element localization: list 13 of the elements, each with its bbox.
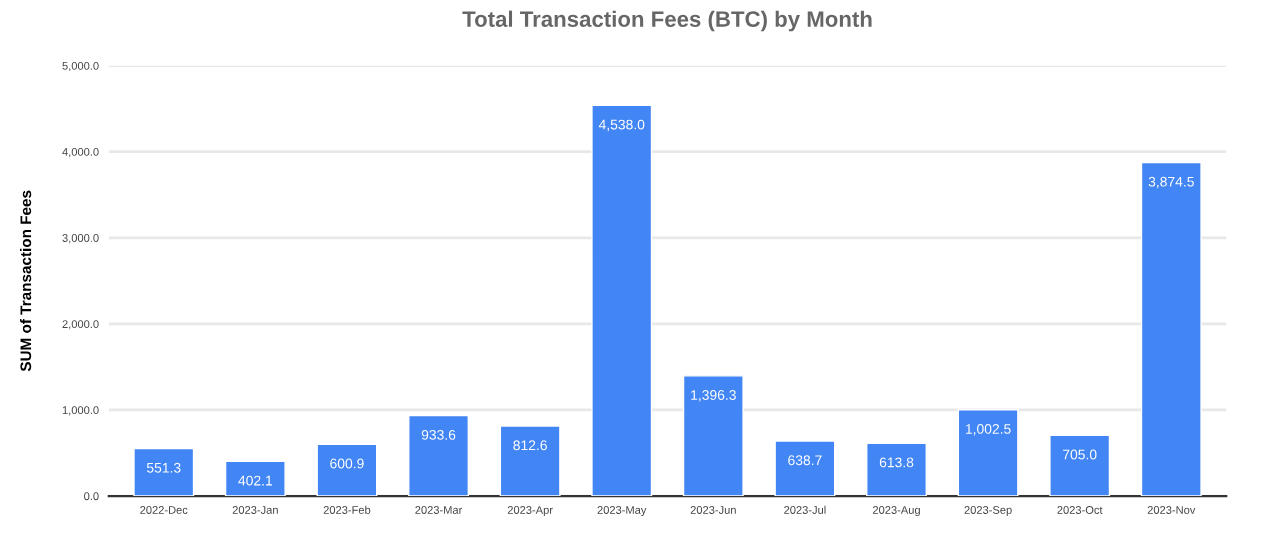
bar [774, 440, 836, 497]
bar [957, 409, 1019, 497]
bar [224, 460, 286, 497]
bar [133, 447, 195, 497]
bar [1140, 161, 1202, 497]
chart-title: Total Transaction Fees (BTC) by Month [462, 10, 872, 32]
bar [591, 104, 653, 497]
bar [408, 414, 469, 497]
bar [316, 443, 378, 497]
bar [1049, 434, 1111, 497]
bar [682, 375, 744, 497]
bar [866, 442, 927, 497]
bar [499, 425, 561, 497]
